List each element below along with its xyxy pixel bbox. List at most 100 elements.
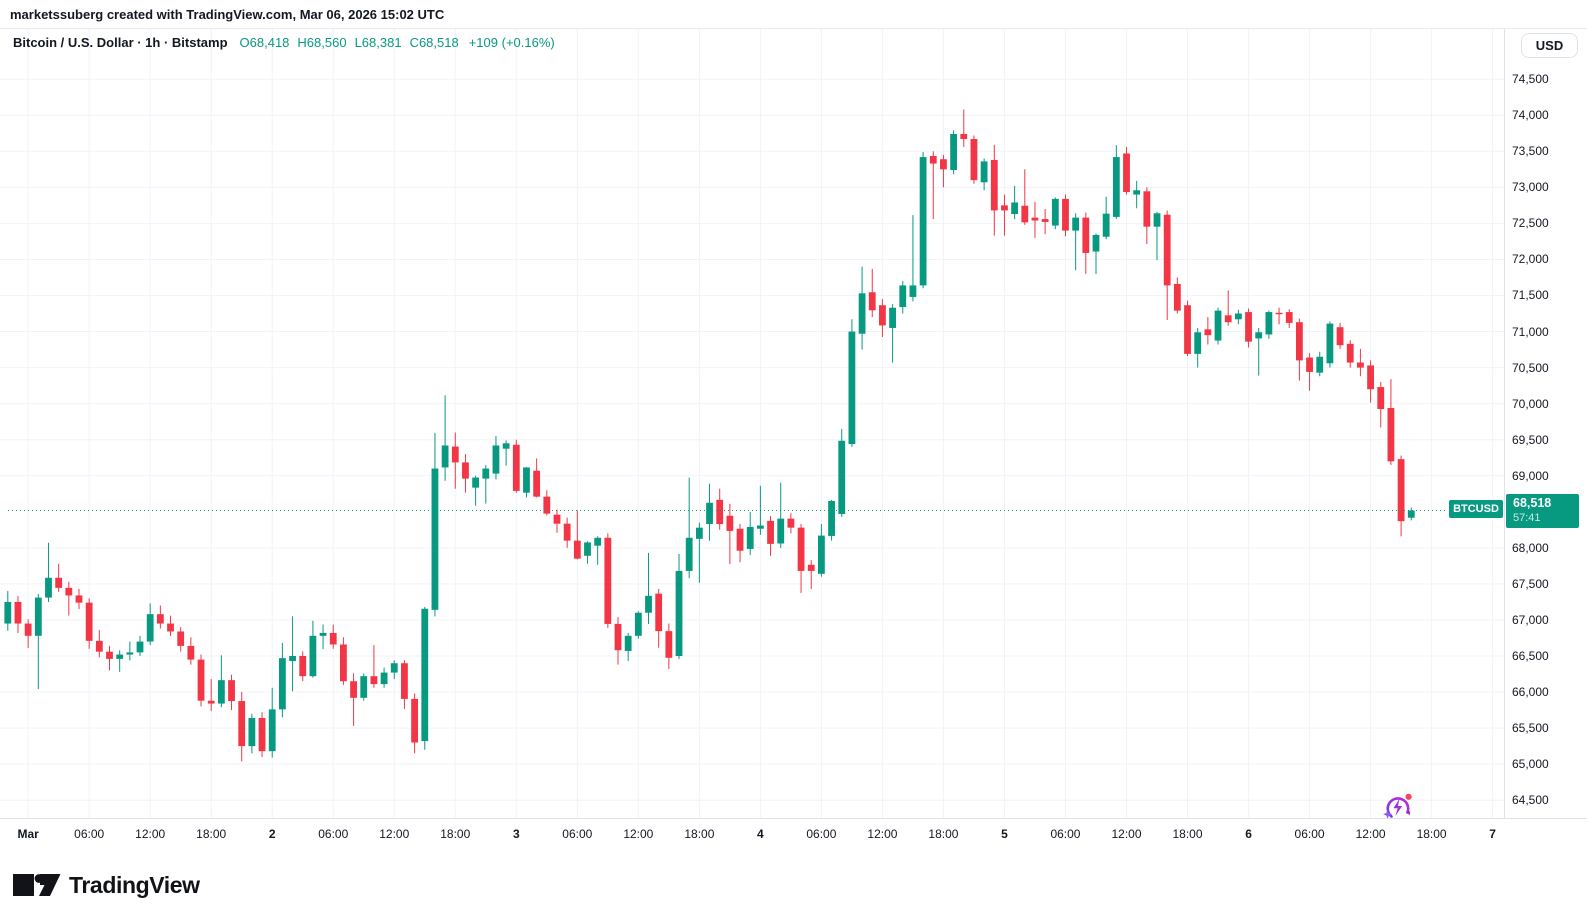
time-axis-label: 06:00: [562, 827, 593, 841]
time-axis-label: 12:00: [1111, 827, 1142, 841]
candle-down: [1204, 329, 1212, 336]
candle-down: [1367, 365, 1374, 390]
candle-down: [533, 470, 541, 497]
symbol-title[interactable]: Bitcoin / U.S. Dollar · 1h · Bitstamp: [13, 35, 228, 50]
candle-down: [960, 133, 968, 140]
candle-down: [1397, 459, 1405, 522]
candle-up: [360, 676, 368, 698]
candle-down: [329, 632, 337, 645]
time-axis-date-label: 4: [757, 827, 764, 841]
currency-toggle-button[interactable]: USD: [1521, 33, 1578, 58]
candle-down: [401, 663, 408, 699]
candle-down: [990, 159, 998, 211]
last-price-label: 68,518 57:41: [1506, 494, 1579, 528]
candle-down: [767, 520, 774, 544]
price-axis-label: 73,000: [1512, 180, 1549, 195]
candle-up: [1133, 190, 1141, 195]
candle-up: [390, 663, 398, 673]
time-axis-label: 12:00: [135, 827, 166, 841]
price-axis-label: 66,500: [1512, 648, 1549, 663]
candle-up: [319, 632, 327, 636]
time-axis-label: 06:00: [806, 827, 837, 841]
candle-down: [1377, 387, 1385, 410]
candle-down: [1062, 198, 1069, 231]
header-divider: [0, 28, 1587, 29]
candle-up: [482, 468, 490, 479]
price-axis-label: 69,500: [1512, 432, 1549, 447]
candle-up: [1153, 213, 1161, 227]
footer-bar: TradingView: [0, 851, 1587, 917]
candle-down: [1336, 327, 1344, 346]
price-axis-label: 73,500: [1512, 144, 1549, 159]
price-axis-label: 65,000: [1512, 757, 1549, 772]
candle-up: [289, 655, 296, 662]
candle-down: [1173, 283, 1181, 311]
candle-up: [268, 709, 276, 752]
candle-up: [421, 608, 429, 742]
price-axis-label: 67,500: [1512, 576, 1549, 591]
chart-canvas[interactable]: [0, 0, 1504, 818]
price-axis-label: 67,000: [1512, 612, 1549, 627]
candle-up: [634, 612, 642, 636]
candle-down: [787, 518, 795, 528]
candle-down: [807, 564, 815, 571]
sparkle-refresh-icon[interactable]: [1381, 790, 1415, 824]
time-axis-label: 06:00: [1294, 827, 1325, 841]
candle-down: [1245, 312, 1252, 342]
candle-down: [797, 527, 805, 571]
ohlc-low: L68,381: [354, 35, 402, 50]
candle-down: [1346, 343, 1354, 363]
candle-up: [34, 597, 42, 636]
candle-down: [65, 587, 73, 596]
candle-down: [1387, 407, 1395, 462]
candle-down: [543, 496, 551, 514]
price-axis-label: 71,000: [1512, 324, 1549, 339]
candle-up: [431, 468, 439, 610]
candle-down: [1021, 205, 1029, 223]
time-axis-label: 18:00: [1172, 827, 1203, 841]
candle-down: [655, 593, 663, 632]
candle-up: [523, 467, 530, 493]
candle-down: [75, 595, 83, 603]
price-axis-label: 74,000: [1512, 108, 1549, 123]
candle-down: [879, 305, 886, 326]
candle-down: [55, 577, 63, 588]
candle-down: [177, 631, 185, 646]
candle-down: [197, 659, 205, 701]
bar-countdown: 57:41: [1513, 512, 1541, 524]
candle-up: [4, 601, 12, 624]
price-axis-label: 74,500: [1512, 72, 1549, 87]
candle-down: [156, 614, 164, 624]
time-axis-label: 12:00: [867, 827, 898, 841]
time-axis-label: 18:00: [684, 827, 715, 841]
candle-up: [492, 445, 500, 474]
candle-down: [1275, 312, 1283, 315]
price-axis[interactable]: [1504, 28, 1587, 850]
candle-down: [604, 537, 612, 624]
candle-up: [584, 542, 591, 556]
price-axis-label: 66,000: [1512, 685, 1549, 700]
candle-up: [828, 500, 835, 536]
candle-down: [167, 623, 174, 632]
candle-down: [726, 515, 734, 531]
candle-down: [1224, 315, 1232, 323]
candle-down: [1041, 219, 1049, 222]
candlestick-chart[interactable]: [0, 0, 1504, 818]
candle-down: [940, 159, 947, 170]
candle-up: [645, 595, 652, 613]
candle-down: [85, 602, 93, 641]
candle-up: [899, 285, 907, 308]
candle-up: [1051, 198, 1059, 226]
time-axis-date-label: 3: [512, 827, 520, 841]
candle-up: [217, 680, 225, 704]
time-axis[interactable]: Mar 06:00 12:00 18:00 2 06:00 12:00 18:00 3 06:00…: [0, 818, 1587, 851]
candle-up: [950, 133, 958, 171]
candle-up: [146, 614, 154, 642]
candle-down: [462, 462, 469, 479]
price-axis-label: 70,500: [1512, 360, 1549, 375]
candle-up: [380, 672, 388, 685]
candle-down: [411, 698, 418, 743]
candle-down: [228, 680, 235, 702]
candle-up: [980, 161, 988, 183]
tradingview-logo[interactable]: TradingView: [13, 869, 200, 901]
